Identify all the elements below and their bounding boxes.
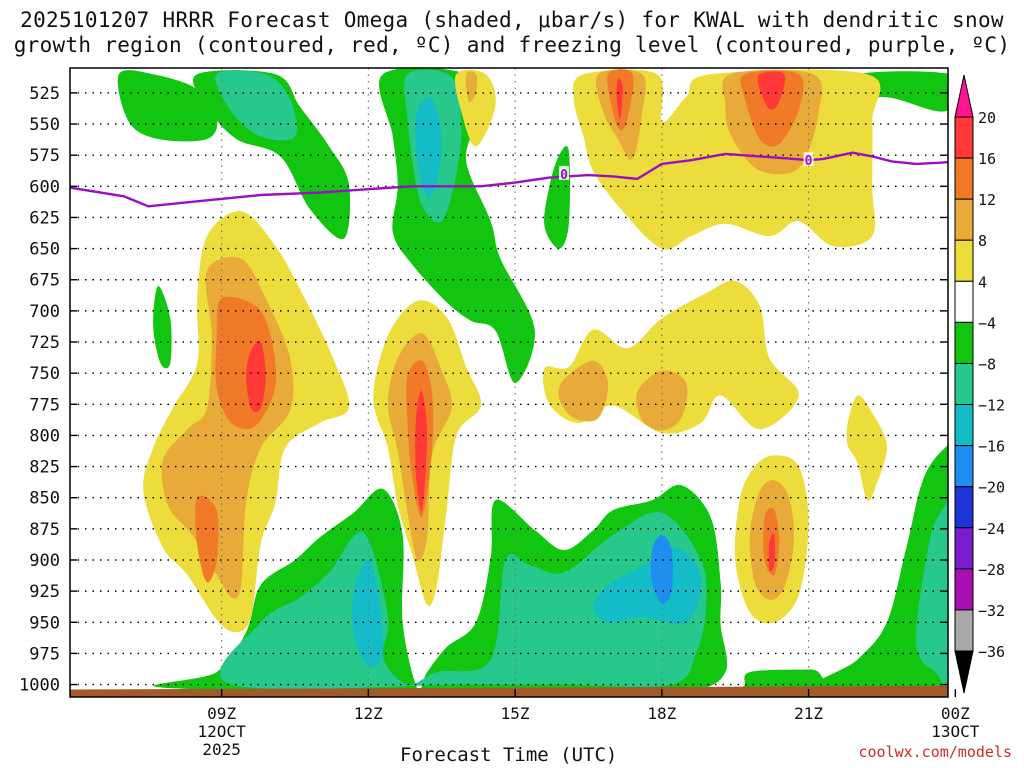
omega-cell-0730-upper-green: [117, 70, 218, 142]
omega-cell-0740-small-green: [153, 285, 172, 369]
colorbar-swatch-9: [954, 445, 974, 488]
colorbar-label-0: 20: [978, 109, 996, 127]
freezing-level-label-bg-1: [559, 165, 570, 180]
colorbar-label-4: 4: [978, 273, 987, 291]
y-tick-label-700: 700: [29, 302, 60, 322]
colorbar-swatch-6: [954, 321, 974, 364]
y-tick-label-725: 725: [29, 333, 60, 353]
omega-cell-1630-lower-cyan: [593, 547, 702, 625]
colorbar-top-arrow: [954, 74, 974, 118]
omega-cell-1300-column-core: [424, 121, 433, 182]
colorbar-label-6: −8: [978, 355, 996, 373]
colorbar-bottom-arrow: [954, 650, 974, 694]
x-tick-label-21Z: 21Z: [794, 704, 823, 723]
colorbar-swatch-12: [954, 568, 974, 611]
omega-cell-0900-lower-red: [246, 340, 266, 413]
y-tick-label-950: 950: [29, 613, 60, 633]
x-axis-label: Forecast Time (UTC): [400, 744, 618, 766]
y-tick-label-1000: 1000: [19, 676, 60, 696]
site-credit: coolwx.com/models: [858, 743, 1012, 761]
y-tick-label-975: 975: [29, 644, 60, 664]
omega-cell-2000-lower-red: [768, 533, 775, 572]
colorbar-swatch-11: [954, 527, 974, 570]
x-tick-label-00Z: 00Z: [941, 704, 970, 723]
colorbar-swatch-10: [954, 486, 974, 529]
y-tick-label-600: 600: [29, 177, 60, 197]
colorbar-label-1: 16: [978, 150, 996, 168]
omega-cell-2330-lower-green: [812, 445, 948, 697]
omega-cell-2330-lower-teal: [915, 497, 948, 688]
colorbar-swatch-13: [954, 609, 974, 652]
x-tick-date-00Z: 13OCT: [931, 722, 980, 741]
y-tick-label-650: 650: [29, 240, 60, 260]
freezing-level-line: [70, 151, 948, 208]
omega-cell-1400-upper-yellow: [454, 69, 496, 147]
colorbar-label-8: −16: [978, 438, 1005, 456]
omega-cell-lower-teal-band: [219, 512, 707, 690]
colorbar-label-12: −32: [978, 602, 1005, 620]
colorbar-label-9: −20: [978, 479, 1005, 497]
colorbar-swatch-4: [954, 239, 974, 282]
omega-cell-1630-mid-orange: [558, 360, 609, 422]
colorbar-swatch-3: [954, 198, 974, 241]
omega-cell-1300-lower-red: [415, 390, 428, 512]
x-tick-label-18Z: 18Z: [647, 704, 676, 723]
x-tick-date-09Z: 12OCT: [198, 722, 247, 741]
omega-cell-1200-lower-cyan-core: [365, 593, 374, 637]
x-tick-label-15Z: 15Z: [501, 704, 530, 723]
colorbar-label-2: 12: [978, 191, 996, 209]
y-tick-label-925: 925: [29, 582, 60, 602]
x-tick-label-12Z: 12Z: [354, 704, 383, 723]
colorbar-label-13: −36: [978, 643, 1005, 661]
colorbar-label-7: −12: [978, 397, 1005, 415]
y-tick-label-850: 850: [29, 489, 60, 509]
y-tick-label-675: 675: [29, 271, 60, 291]
chart-title-line-2: growth region (contoured, red, ºC) and f…: [13, 33, 1011, 57]
omega-cell-0900-lower-darkorange2: [195, 495, 219, 583]
colorbar-label-10: −24: [978, 520, 1005, 538]
ground-surface: [70, 685, 948, 697]
omega-cell-1600-small-green: [544, 146, 571, 249]
y-tick-label-875: 875: [29, 520, 60, 540]
y-tick-label-900: 900: [29, 551, 60, 571]
y-tick-label-575: 575: [29, 146, 60, 166]
omega-cell-1400-upper-orange: [465, 71, 478, 103]
y-tick-label-525: 525: [29, 84, 60, 104]
y-tick-label-775: 775: [29, 395, 60, 415]
colorbar-label-5: −4: [978, 314, 996, 332]
colorbar-swatch-5: [954, 280, 974, 323]
omega-cell-0900-upper-teal: [215, 70, 298, 141]
colorbar-swatch-2: [954, 157, 974, 200]
y-tick-label-825: 825: [29, 458, 60, 478]
colorbar-swatch-7: [954, 362, 974, 406]
freezing-level-label-2: 0: [805, 154, 813, 169]
y-tick-label-550: 550: [29, 115, 60, 135]
omega-cell-1700-upper-red: [616, 78, 623, 120]
plot-frame: [69, 67, 949, 698]
y-tick-label-750: 750: [29, 364, 60, 384]
colorbar-label-11: −28: [978, 561, 1005, 579]
omega-cell-2000-upper-red: [757, 71, 786, 110]
colorbar-swatch-8: [954, 404, 974, 447]
x-tick-label-09Z: 09Z: [207, 704, 236, 723]
freezing-level-label-1: 0: [560, 168, 568, 183]
y-tick-label-625: 625: [29, 208, 60, 228]
colorbar-label-3: 8: [978, 232, 987, 250]
colorbar-swatch-1: [954, 116, 974, 159]
freezing-level-label-bg-2: [803, 152, 814, 167]
x-tick-year-09Z: 2025: [202, 740, 241, 759]
chart-title-line-1: 2025101207 HRRR Forecast Omega (shaded, …: [20, 8, 1004, 32]
omega-cell-2200-small-yellow: [846, 395, 887, 501]
y-tick-label-800: 800: [29, 426, 60, 446]
